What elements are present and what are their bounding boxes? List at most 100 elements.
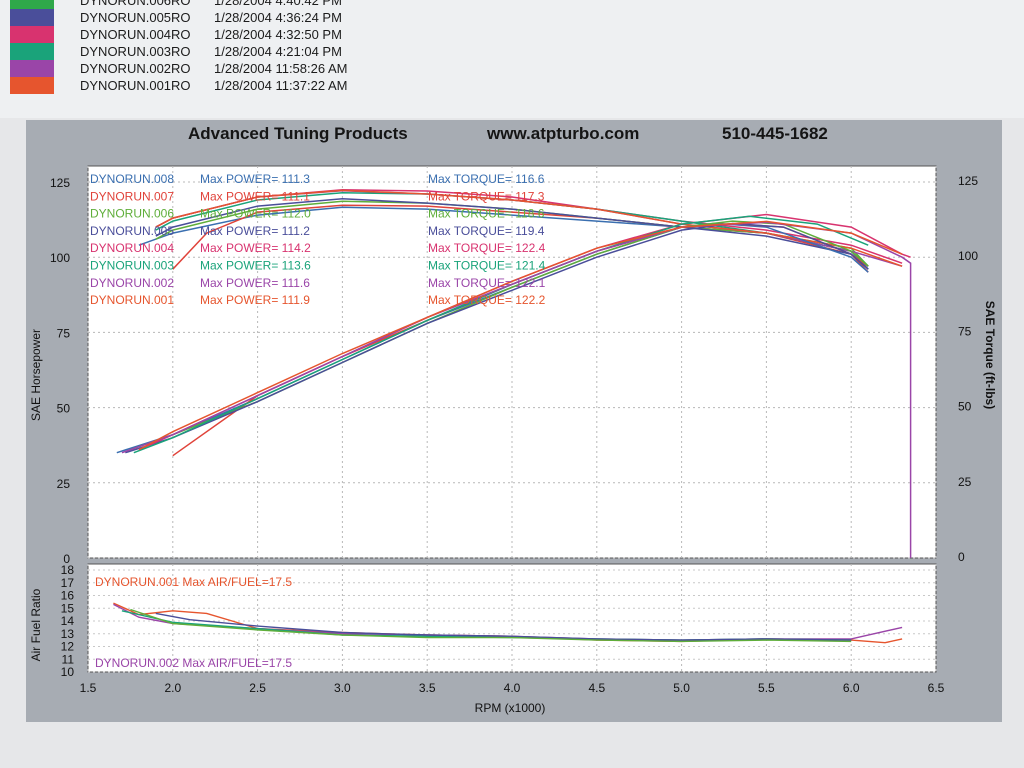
run-timestamp: 1/28/2004 4:21:04 PM (214, 44, 342, 59)
x-tick-label: 3.0 (334, 681, 351, 695)
x-axis-title: RPM (x1000) (475, 701, 546, 715)
run-list-item: DYNORUN.004RO 1/28/2004 4:32:50 PM (80, 26, 347, 43)
legend-run-name: DYNORUN.005 (90, 224, 174, 238)
x-tick-label: 3.5 (419, 681, 436, 695)
x-tick-label: 5.5 (758, 681, 775, 695)
afr-tick-label: 12 (61, 640, 75, 654)
x-tick-label: 5.0 (673, 681, 690, 695)
legend-run-name: DYNORUN.003 (90, 259, 174, 273)
afr-tick-label: 11 (62, 652, 75, 666)
afr-tick-label: 18 (61, 563, 75, 577)
afr-annotation: DYNORUN.001 Max AIR/FUEL=17.5 (95, 575, 292, 589)
legend-max-torque: Max TORQUE= 119.4 (428, 224, 545, 238)
x-tick-label: 6.5 (928, 681, 945, 695)
legend-max-torque: Max TORQUE= 118.6 (428, 207, 545, 221)
legend-run-name: DYNORUN.007 (90, 189, 174, 203)
y-axis-title: SAE Horsepower (29, 329, 43, 421)
afr-axis-title: Air Fuel Ratio (29, 588, 43, 661)
run-color-swatch (10, 0, 54, 9)
legend-run-name: DYNORUN.002 (90, 276, 174, 290)
legend-max-torque: Max TORQUE= 122.1 (428, 276, 546, 290)
afr-tick-label: 14 (61, 614, 75, 628)
run-file-name: DYNORUN.003RO (80, 44, 191, 59)
x-tick-label: 6.0 (843, 681, 860, 695)
x-tick-label: 2.5 (249, 681, 266, 695)
legend-max-power: Max POWER= 112.0 (200, 207, 311, 221)
y2-tick-label: 50 (958, 400, 972, 414)
phone-number: 510-445-1682 (722, 124, 828, 143)
x-tick-label: 4.5 (588, 681, 605, 695)
legend-max-torque: Max TORQUE= 122.2 (428, 293, 546, 307)
run-color-swatch (10, 9, 54, 26)
run-list-item: DYNORUN.002RO 1/28/2004 11:58:26 AM (80, 60, 347, 77)
x-tick-label: 2.0 (164, 681, 181, 695)
run-file-name: DYNORUN.002RO (80, 61, 191, 76)
run-timestamp: 1/28/2004 4:36:24 PM (214, 10, 342, 25)
torque-line (155, 198, 869, 270)
run-color-swatch (10, 77, 54, 94)
y-tick-label: 75 (57, 326, 71, 340)
legend-run-name: DYNORUN.004 (90, 241, 174, 255)
x-tick-label: 4.0 (504, 681, 521, 695)
run-file-name: DYNORUN.004RO (80, 27, 191, 42)
legend-max-power: Max POWER= 111.1 (200, 189, 310, 203)
power-line (121, 221, 912, 558)
afr-tick-label: 13 (61, 627, 75, 641)
y-tick-label: 25 (57, 477, 71, 491)
legend-max-power: Max POWER= 111.2 (200, 224, 310, 238)
torque-line (172, 204, 869, 273)
torque-line (155, 189, 903, 267)
afr-tick-label: 10 (61, 665, 75, 679)
legend-run-name: DYNORUN.006 (90, 207, 174, 221)
run-timestamp: 1/28/2004 4:40:42 PM (214, 0, 342, 8)
y-tick-label: 125 (50, 176, 70, 190)
run-color-swatch (10, 26, 54, 43)
run-list-item: DYNORUN.006RO 1/28/2004 4:40:42 PM (80, 0, 347, 9)
y2-tick-label: 125 (958, 174, 978, 188)
legend-run-name: DYNORUN.008 (90, 172, 174, 186)
run-list: DYNORUN.006RO 1/28/2004 4:40:42 PM DYNORUN… (80, 0, 347, 94)
y2-tick-label: 25 (958, 475, 972, 489)
legend-max-torque: Max TORQUE= 117.3 (428, 189, 545, 203)
printout-top (0, 0, 1024, 118)
y-tick-label: 50 (57, 402, 71, 416)
brand-title: Advanced Tuning Products (188, 124, 408, 143)
run-timestamp: 1/28/2004 4:32:50 PM (214, 27, 342, 42)
run-timestamp: 1/28/2004 11:58:26 AM (214, 61, 348, 76)
y2-axis-title: SAE Torque (ft-lbs) (983, 301, 997, 409)
afr-annotation: DYNORUN.002 Max AIR/FUEL=17.5 (95, 656, 292, 670)
legend-run-name: DYNORUN.001 (90, 293, 174, 307)
run-color-swatch (10, 60, 54, 77)
run-list-item: DYNORUN.001RO 1/28/2004 11:37:22 AM (80, 77, 347, 94)
y-tick-label: 0 (63, 552, 70, 566)
website-url: www.atpturbo.com (487, 124, 640, 143)
legend-max-power: Max POWER= 111.6 (200, 276, 310, 290)
legend-max-torque: Max TORQUE= 121.4 (428, 259, 546, 273)
run-file-name: DYNORUN.006RO (80, 0, 191, 8)
power-line (138, 220, 903, 451)
run-timestamp: 1/28/2004 11:37:22 AM (214, 78, 348, 93)
run-file-name: DYNORUN.005RO (80, 10, 191, 25)
y-tick-label: 100 (50, 251, 70, 265)
legend-max-power: Max POWER= 113.6 (200, 259, 311, 273)
legend-max-torque: Max TORQUE= 122.4 (428, 241, 546, 255)
afr-tick-label: 16 (61, 589, 75, 603)
y2-tick-label: 0 (958, 550, 965, 564)
legend-max-power: Max POWER= 111.3 (200, 172, 310, 186)
y2-tick-label: 100 (958, 249, 978, 263)
x-tick-label: 1.5 (80, 681, 97, 695)
y2-tick-label: 75 (958, 324, 972, 338)
run-file-name: DYNORUN.001RO (80, 78, 191, 93)
run-list-item: DYNORUN.003RO 1/28/2004 4:21:04 PM (80, 43, 347, 60)
legend-max-power: Max POWER= 114.2 (200, 241, 311, 255)
legend-max-torque: Max TORQUE= 116.6 (428, 172, 545, 186)
power-line (125, 222, 869, 454)
afr-tick-label: 15 (61, 601, 75, 615)
afr-tick-label: 17 (61, 576, 75, 590)
afr-line (155, 612, 852, 641)
legend-max-power: Max POWER= 111.9 (200, 293, 310, 307)
run-list-item: DYNORUN.005RO 1/28/2004 4:36:24 PM (80, 9, 347, 26)
run-color-swatch (10, 43, 54, 60)
afr-line (130, 608, 852, 643)
